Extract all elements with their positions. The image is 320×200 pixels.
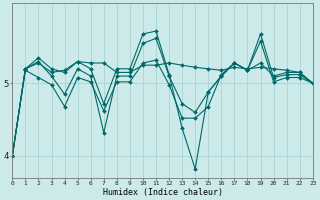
- X-axis label: Humidex (Indice chaleur): Humidex (Indice chaleur): [102, 188, 222, 197]
